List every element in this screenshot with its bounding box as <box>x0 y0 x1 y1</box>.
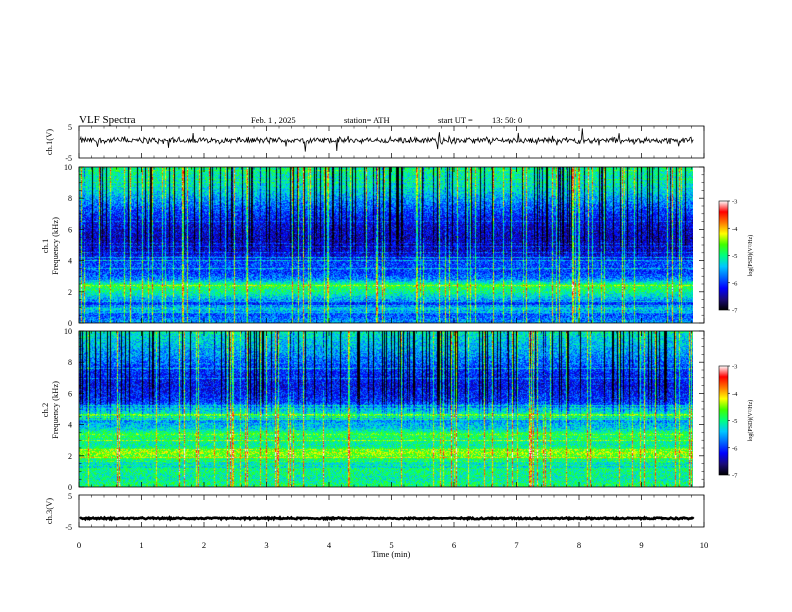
ch2-spectrogram-ylabel-channel: ch.2 <box>40 403 50 417</box>
colorbar-tick-label: -4 <box>732 391 738 398</box>
colorbar-tick-label: -6 <box>732 280 738 287</box>
time-tick-label: 9 <box>639 540 643 550</box>
ch3-waveform-ylabel: ch.3(V) <box>44 498 54 524</box>
ch2-spectrogram-ytick-label: 2 <box>68 452 72 461</box>
ch2-colorbar: -3 -4 -5 -6 -7 log(PSD)(V²/Hz) <box>718 364 754 480</box>
ch1-spectrogram-ylabel-channel: ch.1 <box>40 239 50 253</box>
figure-title: VLF Spectra <box>79 114 136 126</box>
ch3-ytick-bottom: -5 <box>65 523 72 532</box>
ch1-spectrogram-ytick-label: 4 <box>68 257 72 266</box>
date-label: Feb. 1 , 2025 <box>251 115 296 125</box>
ch1-waveform-panel: 5 -5 ch.1(V) <box>44 123 705 163</box>
ch1-waveform-ylabel: ch.1(V) <box>44 129 54 155</box>
ch1-spectrogram-ylabel-frequency: Frequency (kHz) <box>50 217 60 275</box>
ch3-waveform-trace <box>79 515 695 522</box>
colorbar-tick-label: -3 <box>732 199 737 206</box>
start-ut-time: 13: 50: 0 <box>492 115 522 125</box>
ch1-colorbar: -3 -4 -5 -6 -7 log(PSD)(V²/Hz) <box>718 199 754 315</box>
time-tick-label: 2 <box>202 540 206 550</box>
colorbar-tick-label: -4 <box>732 226 738 233</box>
ch2-spectrogram-ytick-label: 6 <box>68 389 72 398</box>
time-tick-label: 3 <box>264 540 268 550</box>
colorbar-label: log(PSD)(V²/Hz) <box>747 400 754 441</box>
colorbar-tick-label: -3 <box>732 364 737 371</box>
ch2-spectrogram-heatmap <box>79 331 693 487</box>
time-tick-label: 10 <box>700 540 709 550</box>
time-axis-ticks <box>78 126 705 527</box>
ch1-spectrogram-heatmap <box>79 167 693 323</box>
colorbar-tick-label: -7 <box>732 473 738 480</box>
ch1-spectrogram-panel: 0 2 4 6 8 10 ch.1 Frequency (kHz) <box>40 163 705 328</box>
colorbar-tick-label: -5 <box>732 253 737 260</box>
time-tick-label: 6 <box>452 540 456 550</box>
time-tick-label: 0 <box>77 540 81 550</box>
ch2-spectrogram-ylabel-frequency: Frequency (kHz) <box>50 381 60 439</box>
time-axis-label: Time (min) <box>372 549 411 559</box>
time-tick-label: 7 <box>514 540 518 550</box>
station-label: station= ATH <box>344 115 390 125</box>
ch1-spectrogram-ytick-label: 8 <box>68 194 72 203</box>
ch2-spectrogram-ytick-label: 4 <box>68 421 72 430</box>
ch2-spectrogram-image-holder <box>79 331 693 487</box>
colorbar-tick-label: -7 <box>732 308 738 315</box>
ch2-spectrogram-panel: 0 2 4 6 8 10 ch.2 Frequency (kHz) <box>40 327 705 492</box>
colorbar-gradient <box>718 365 729 476</box>
colorbar-gradient <box>718 200 729 311</box>
time-tick-label: 1 <box>139 540 143 550</box>
time-tick-label: 8 <box>577 540 581 550</box>
ch1-spectrogram-image-holder <box>79 167 693 323</box>
ch1-spectrogram-ytick-label: 0 <box>68 319 72 328</box>
colorbar-tick-label: -5 <box>732 418 737 425</box>
ch1-spectrogram-ytick-label: 6 <box>68 225 72 234</box>
start-ut-label: start UT = <box>438 115 473 125</box>
colorbar-tick-label: -6 <box>732 445 738 452</box>
colorbar-label: log(PSD)(V²/Hz) <box>747 235 754 276</box>
ch1-waveform-trace <box>79 128 694 152</box>
time-tick-label: 5 <box>389 540 393 550</box>
ch2-spectrogram-ytick-label: 10 <box>64 327 72 336</box>
ch1-spectrogram-ytick-label: 2 <box>68 288 72 297</box>
ch1-ytick-bottom: -5 <box>65 154 72 163</box>
ch1-spectrogram-ytick-label: 10 <box>64 163 72 172</box>
time-tick-label: 4 <box>327 540 332 550</box>
ch2-spectrogram-ytick-label: 0 <box>68 483 72 492</box>
ch3-ytick-top: 5 <box>68 492 72 501</box>
ch1-ytick-top: 5 <box>68 123 72 132</box>
ch2-spectrogram-ytick-label: 8 <box>68 358 72 367</box>
time-axis-tick-labels: 0 1 2 3 4 5 6 7 8 9 10 <box>77 540 708 550</box>
ch3-waveform-frame <box>78 494 705 528</box>
ch3-waveform-panel: 5 -5 ch.3(V) <box>44 492 705 532</box>
